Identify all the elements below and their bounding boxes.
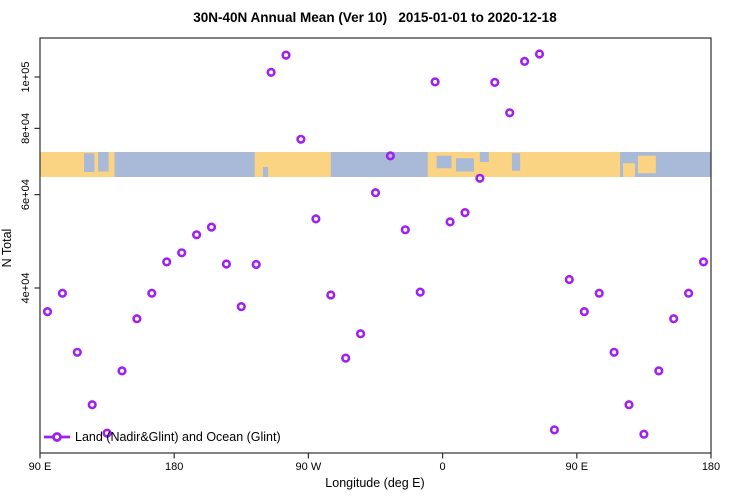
data-point <box>236 302 246 312</box>
x-tick-label: 90 W <box>296 461 322 473</box>
data-point <box>356 329 366 339</box>
data-point <box>505 108 515 118</box>
data-point <box>102 428 112 438</box>
x-axis-title: Longitude (deg E) <box>325 476 424 490</box>
x-axis: 90 E 180 90 W 0 90 E 180 <box>29 453 720 473</box>
data-point <box>385 151 396 161</box>
data-point <box>192 230 202 240</box>
x-tick-label: 180 <box>165 461 183 473</box>
y-tick-label: 6e+04 <box>20 179 32 210</box>
data-point <box>281 50 291 60</box>
data-point <box>221 259 231 269</box>
map-band <box>40 152 711 177</box>
sea-patch <box>479 152 489 162</box>
data-point <box>251 259 261 270</box>
legend-label: Land (Nadir&Glint) and Ocean (Glint) <box>75 430 281 444</box>
data-point <box>370 188 381 198</box>
island-patch <box>637 155 656 174</box>
sea-patch <box>456 158 474 172</box>
y-tick-label: 4e+04 <box>20 273 32 304</box>
data-point <box>475 173 485 183</box>
x-tick-label: 180 <box>702 461 720 473</box>
data-point <box>445 217 455 227</box>
data-point <box>117 366 127 376</box>
legend: Land (Nadir&Glint) and Ocean (Glint) <box>44 430 281 444</box>
data-point <box>42 307 53 317</box>
data-point <box>490 77 500 87</box>
x-tick-label: 90 E <box>29 461 52 473</box>
data-point <box>311 214 321 224</box>
data-point <box>266 67 276 77</box>
data-point <box>400 225 410 235</box>
data-point <box>639 429 649 439</box>
x-tick-label: 90 E <box>565 461 588 473</box>
data-point <box>177 248 187 258</box>
data-point <box>162 257 172 267</box>
chart-title: 30N-40N Annual Mean (Ver 10) 2015-01-01 … <box>193 10 557 25</box>
sea-patch <box>436 155 452 169</box>
data-point <box>579 307 589 317</box>
sea-patch <box>98 152 109 172</box>
data-point <box>296 134 306 144</box>
island-patch <box>623 163 635 177</box>
sea-patch <box>83 153 95 172</box>
y-axis: 1e+05 8e+04 6e+04 4e+04 <box>20 62 40 304</box>
data-point <box>460 208 470 218</box>
data-point <box>326 290 336 300</box>
data-point <box>683 288 694 298</box>
data-point <box>549 425 560 435</box>
x-tick-label: 0 <box>440 461 446 473</box>
scatter-points <box>42 49 709 439</box>
data-point <box>624 400 634 410</box>
y-axis-title: N Total <box>0 229 14 268</box>
data-point <box>132 314 142 324</box>
data-point <box>698 257 709 267</box>
sea-patch <box>511 153 521 171</box>
data-point <box>430 77 440 87</box>
data-point <box>415 287 425 297</box>
data-point <box>57 288 68 298</box>
data-point <box>564 274 574 285</box>
data-point <box>206 222 217 232</box>
data-point <box>341 353 351 363</box>
data-point <box>72 347 82 357</box>
y-tick-label: 1e+05 <box>20 62 32 93</box>
sea-patch <box>262 167 269 177</box>
data-point <box>669 314 679 324</box>
data-point <box>519 56 530 67</box>
data-point <box>594 288 604 298</box>
data-point <box>534 49 545 59</box>
y-tick-label: 8e+04 <box>20 113 32 144</box>
data-point <box>654 366 664 376</box>
plot-frame <box>39 37 712 454</box>
data-point <box>609 347 619 357</box>
data-point <box>147 288 157 298</box>
data-point <box>87 400 97 410</box>
legend-circle-marker <box>52 432 62 442</box>
